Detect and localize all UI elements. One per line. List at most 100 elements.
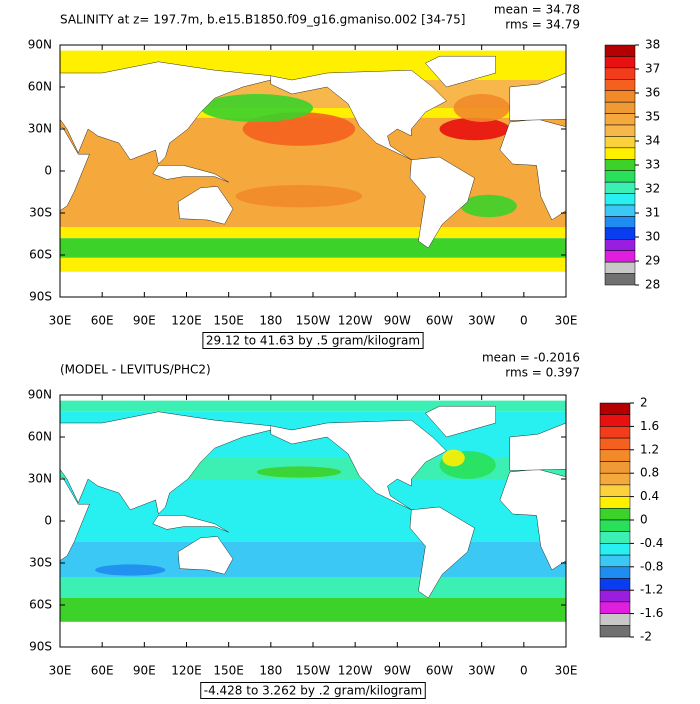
panel-title: (MODEL - LEVITUS/PHC2) — [60, 363, 211, 377]
field-region — [200, 94, 313, 122]
land — [60, 61, 271, 165]
lon-label: 150E — [213, 664, 244, 678]
lat-label: 60S — [29, 598, 52, 612]
range-label: -4.428 to 3.262 by .2 gram/kilogram — [204, 684, 423, 698]
map — [60, 395, 700, 647]
land — [425, 406, 496, 438]
land — [152, 515, 229, 533]
field-region — [453, 94, 510, 122]
colorbar-box — [599, 508, 631, 521]
land — [659, 165, 700, 182]
colorbar-box — [599, 496, 631, 509]
lon-label: 30E — [49, 664, 72, 678]
colorbar-box — [604, 227, 636, 240]
lon-label: 30E — [555, 664, 578, 678]
colorbar-label: 29 — [645, 254, 660, 268]
lat-label: 30N — [28, 472, 52, 486]
field-band — [60, 577, 566, 598]
mean-label: mean = 34.78 — [494, 3, 580, 17]
colorbar-label: 1.2 — [640, 442, 659, 456]
range-box — [202, 332, 424, 349]
land — [509, 72, 566, 121]
colorbar-box — [599, 437, 631, 451]
colorbar-box — [604, 159, 636, 171]
lon-label: 0 — [520, 314, 528, 328]
colorbar-label: 31 — [645, 206, 660, 220]
colorbar-label: 0.8 — [640, 466, 659, 480]
field-band — [60, 598, 566, 626]
colorbar-box — [599, 531, 631, 544]
range-box — [200, 682, 426, 699]
colorbar-box — [604, 79, 636, 91]
field-band — [60, 227, 566, 239]
lon-label: 60W — [426, 664, 453, 678]
colorbar-box — [599, 589, 631, 603]
colorbar-box — [599, 625, 631, 638]
lat-label: 90S — [29, 290, 52, 304]
field-region — [460, 194, 517, 218]
lat-label: 30S — [29, 206, 52, 220]
map — [60, 45, 700, 297]
lat-label: 60N — [28, 430, 52, 444]
lon-label: 150E — [213, 314, 244, 328]
colorbar-box — [604, 261, 636, 274]
lon-label: 150W — [296, 314, 331, 328]
field-band — [60, 238, 566, 258]
colorbar-box — [599, 566, 631, 579]
colorbar-box — [599, 613, 631, 626]
colorbar-box — [599, 472, 631, 486]
colorbar-box — [599, 601, 631, 614]
colorbar-label: -2 — [640, 630, 652, 644]
lon-label: 120W — [338, 664, 373, 678]
colorbar-box — [604, 56, 636, 69]
colorbar-label: 1.6 — [640, 419, 659, 433]
lon-label: 30W — [468, 314, 495, 328]
rms-label: rms = 0.397 — [505, 366, 580, 380]
lat-label: 90N — [28, 388, 52, 402]
colorbar-box — [604, 113, 636, 126]
land — [177, 536, 234, 575]
lat-label: 30S — [29, 556, 52, 570]
lat-label: 60S — [29, 248, 52, 262]
colorbar-label: -0.8 — [640, 559, 663, 573]
mean-label: mean = -0.2016 — [482, 351, 580, 365]
colorbar-box — [599, 461, 631, 474]
colorbar-label: 33 — [645, 158, 660, 172]
field-region — [256, 466, 342, 478]
colorbar-label: 37 — [645, 62, 660, 76]
land — [659, 515, 700, 532]
colorbar-box — [599, 554, 631, 568]
lon-label: 60E — [91, 664, 114, 678]
lon-label: 90E — [133, 314, 156, 328]
colorbar-label: 0 — [640, 513, 648, 527]
lon-label: 60E — [91, 314, 114, 328]
land — [684, 186, 700, 224]
field-region — [439, 117, 510, 141]
colorbar-box — [604, 124, 636, 137]
lat-label: 0 — [44, 164, 52, 178]
lon-label: 180 — [259, 664, 282, 678]
range-label: 29.12 to 41.63 by .5 gram/kilogram — [206, 334, 420, 348]
colorbar-box — [604, 136, 636, 149]
land — [509, 422, 566, 471]
lon-label: 30W — [468, 664, 495, 678]
colorbar-box — [599, 543, 631, 556]
land — [270, 69, 447, 160]
lat-label: 90N — [28, 38, 52, 52]
lat-label: 60N — [28, 80, 52, 94]
panel-title: SALINITY at z= 197.7m, b.e15.B1850.f09_g… — [60, 13, 465, 27]
lat-label: 90S — [29, 640, 52, 654]
lon-label: 120E — [171, 314, 202, 328]
colorbar-box — [599, 426, 631, 439]
lon-label: 60W — [426, 314, 453, 328]
colorbar-box — [599, 519, 631, 532]
land — [60, 126, 90, 211]
lon-label: 120W — [338, 314, 373, 328]
colorbar-label: 36 — [645, 86, 660, 100]
lon-label: 180 — [259, 314, 282, 328]
colorbar-box — [604, 250, 636, 263]
colorbar-box — [599, 449, 631, 462]
colorbar-label: 30 — [645, 230, 660, 244]
colorbar-label: 0.4 — [640, 489, 659, 503]
